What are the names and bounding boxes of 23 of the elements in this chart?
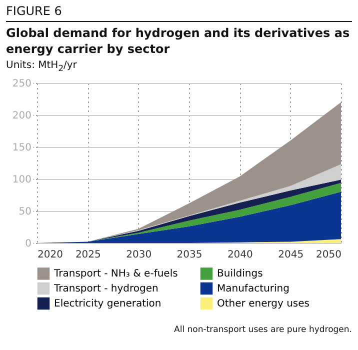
y-tick-label: 0 <box>25 238 32 250</box>
x-tick-label: 2040 <box>227 250 253 260</box>
y-tick-label: 50 <box>18 206 32 218</box>
x-tick-label: 2050 <box>316 250 342 260</box>
y-axis-title: Units: MtH$_{2}$/yr <box>6 60 78 73</box>
x-tick-label: 2025 <box>75 250 101 260</box>
y-tick-label: 100 <box>12 174 32 186</box>
legend-label: Manufacturing <box>217 284 290 294</box>
legend-label: Buildings <box>217 268 263 280</box>
y-tick-label: 150 <box>12 142 32 154</box>
x-tick-label: 2045 <box>278 250 304 260</box>
x-tick-label: 2020 <box>38 250 63 260</box>
chart-subtitle: FIGURE 6 <box>6 4 352 22</box>
y-tick-label: 250 <box>12 78 32 90</box>
y-tick-label: 200 <box>12 110 32 122</box>
x-tick-label: 2030 <box>126 250 152 260</box>
text: All non-transport uses are pure hydrogen. <box>173 325 352 335</box>
legend-label: Transport - NH₃ & e-fuels <box>53 268 178 280</box>
legend-label: Transport - hydrogen <box>53 284 158 294</box>
chart-title: Global demand for hydrogen and its derivatives as energy carrier by sector <box>6 25 351 57</box>
x-tick-label: 2035 <box>176 250 202 260</box>
legend-label: Electricity generation <box>54 298 162 310</box>
legend-label: Other energy uses <box>217 298 310 310</box>
